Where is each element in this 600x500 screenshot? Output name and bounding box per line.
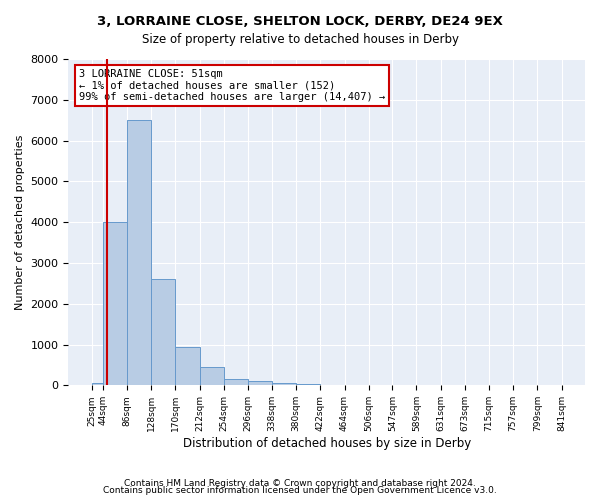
- X-axis label: Distribution of detached houses by size in Derby: Distribution of detached houses by size …: [182, 437, 471, 450]
- Text: 3, LORRAINE CLOSE, SHELTON LOCK, DERBY, DE24 9EX: 3, LORRAINE CLOSE, SHELTON LOCK, DERBY, …: [97, 15, 503, 28]
- Bar: [272, 383, 296, 386]
- Bar: [200, 367, 224, 386]
- Text: Contains public sector information licensed under the Open Government Licence v3: Contains public sector information licen…: [103, 486, 497, 495]
- Text: 3 LORRAINE CLOSE: 51sqm
← 1% of detached houses are smaller (152)
99% of semi-de: 3 LORRAINE CLOSE: 51sqm ← 1% of detached…: [79, 69, 385, 102]
- Bar: [151, 280, 175, 386]
- Bar: [127, 120, 151, 386]
- Text: Contains HM Land Registry data © Crown copyright and database right 2024.: Contains HM Land Registry data © Crown c…: [124, 478, 476, 488]
- Bar: [248, 382, 272, 386]
- Bar: [320, 384, 344, 386]
- Y-axis label: Number of detached properties: Number of detached properties: [15, 134, 25, 310]
- Bar: [175, 346, 200, 386]
- Bar: [224, 379, 248, 386]
- Text: Size of property relative to detached houses in Derby: Size of property relative to detached ho…: [142, 32, 458, 46]
- Bar: [92, 384, 103, 386]
- Bar: [296, 384, 320, 386]
- Bar: [103, 222, 127, 386]
